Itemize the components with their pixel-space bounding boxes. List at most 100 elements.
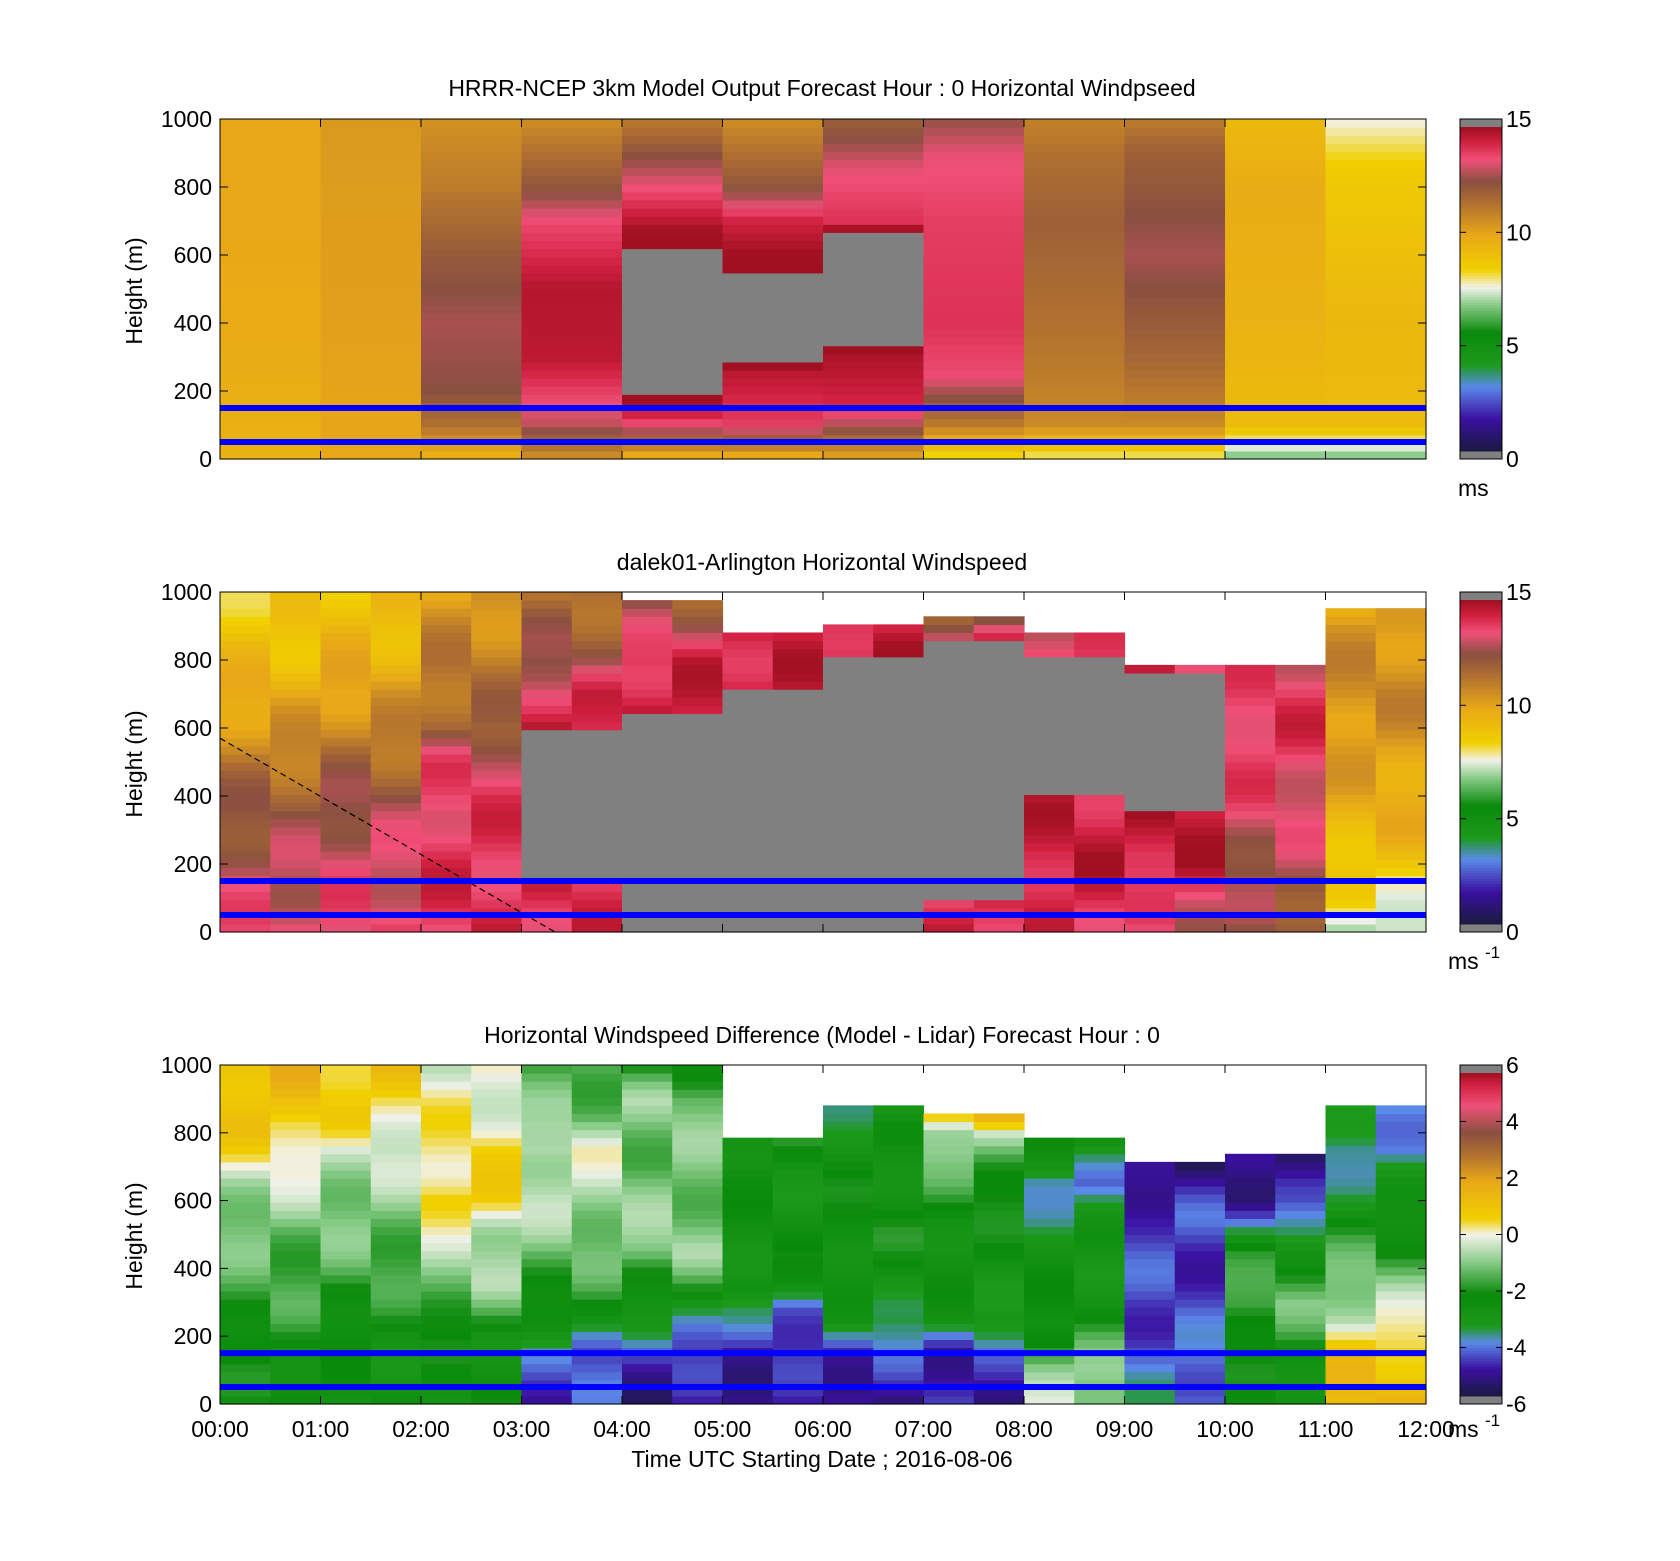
colorbar-segment <box>1460 137 1502 141</box>
heatmap-cell <box>370 1161 422 1171</box>
heatmap-cell <box>521 248 623 258</box>
heatmap-cell <box>1024 361 1126 371</box>
heatmap-cell <box>270 721 322 731</box>
heatmap-cell <box>471 1113 523 1123</box>
heatmap-cell <box>823 859 874 868</box>
heatmap-cell <box>1375 1161 1427 1171</box>
heatmap-cell <box>622 737 673 747</box>
heatmap-cell <box>1325 762 1377 771</box>
heatmap-cell <box>571 1081 623 1090</box>
heatmap-cell <box>722 648 774 658</box>
heatmap-cell <box>823 410 925 420</box>
heatmap-cell <box>1024 867 1075 876</box>
heatmap-cell <box>823 697 874 706</box>
heatmap-cell <box>1375 713 1427 723</box>
heatmap-cell <box>1124 1355 1176 1365</box>
colorbar-segment <box>1460 210 1502 214</box>
heatmap-cell <box>1325 1113 1377 1123</box>
heatmap-cell <box>1225 272 1327 282</box>
heatmap-cell <box>1074 672 1126 682</box>
heatmap-cell <box>923 1202 975 1211</box>
colorbar-segment <box>1460 1323 1502 1327</box>
heatmap-cell <box>672 762 724 771</box>
heatmap-cell <box>1325 867 1377 876</box>
heatmap-cell <box>923 232 1025 242</box>
heatmap-cell <box>421 289 523 298</box>
heatmap-cell <box>571 1218 623 1228</box>
heatmap-cell <box>471 697 523 706</box>
heatmap-cell <box>1074 1153 1126 1163</box>
heatmap-cell <box>823 770 874 779</box>
heatmap-cell <box>1024 810 1075 820</box>
heatmap-cell <box>320 818 372 828</box>
heatmap-cell <box>622 1097 673 1106</box>
heatmap-cell <box>672 1065 724 1074</box>
heatmap-cell <box>973 818 1025 828</box>
heatmap-cell <box>1375 834 1427 844</box>
heatmap-cell <box>1074 923 1126 933</box>
heatmap-cell <box>672 1307 724 1316</box>
heatmap-cell <box>823 1161 874 1171</box>
heatmap-cell <box>722 442 824 452</box>
colorbar-segment <box>1460 208 1502 212</box>
heatmap-cell <box>1024 264 1126 274</box>
heatmap-cell <box>1275 1169 1327 1179</box>
heatmap-cell <box>1225 1210 1276 1219</box>
heatmap-cell <box>521 721 573 731</box>
heatmap-cell <box>873 1210 925 1219</box>
heatmap-cell <box>672 1371 724 1381</box>
heatmap-cell <box>521 151 623 161</box>
heatmap-cell <box>1225 297 1327 306</box>
colorbar-segment <box>1460 870 1502 874</box>
heatmap-cell <box>1375 770 1427 779</box>
heatmap-cell <box>1325 175 1427 185</box>
heatmap-cell <box>421 1250 472 1260</box>
heatmap-cell <box>1325 1371 1377 1381</box>
heatmap-cell <box>1325 159 1427 169</box>
heatmap-cell <box>1225 191 1327 201</box>
colorbar-segment <box>1460 1153 1502 1157</box>
colorbar-segment <box>1460 1221 1502 1225</box>
heatmap-cell <box>421 729 472 739</box>
heatmap-cell <box>1024 321 1126 331</box>
heatmap-cell <box>1325 410 1427 420</box>
heatmap-cell <box>320 386 422 395</box>
colorbar-segment <box>1460 1137 1502 1141</box>
heatmap-cell <box>1325 1153 1377 1163</box>
heatmap-cell <box>722 923 774 933</box>
heatmap-cell <box>622 1315 673 1324</box>
heatmap-cell <box>220 135 322 144</box>
heatmap-cell <box>220 216 322 225</box>
colorbar-segment <box>1460 627 1502 631</box>
heatmap-cell <box>571 1202 623 1211</box>
heatmap-cell <box>1024 248 1126 258</box>
heatmap-cell <box>772 915 824 925</box>
colorbar-segment <box>1460 172 1502 177</box>
heatmap-cell <box>320 426 422 436</box>
colorbar-segment <box>1460 891 1502 895</box>
heatmap-cell <box>1225 770 1276 779</box>
heatmap-cell <box>1325 191 1427 201</box>
heatmap-cell <box>421 1186 472 1195</box>
heatmap-cell <box>873 1363 925 1373</box>
colorbar-segment <box>1460 432 1502 436</box>
heatmap-cell <box>1325 256 1427 266</box>
heatmap-cell <box>421 127 523 136</box>
heatmap-cell <box>772 1291 824 1300</box>
heatmap-cell <box>1124 280 1226 290</box>
heatmap-cell <box>1124 418 1226 428</box>
y-tick-label: 200 <box>174 1323 212 1349</box>
heatmap-cell <box>521 1073 573 1082</box>
colorbar-segment <box>1460 1272 1502 1276</box>
heatmap-cell <box>1124 1371 1176 1381</box>
heatmap-cell <box>722 753 774 763</box>
heatmap-cell <box>1325 264 1427 274</box>
colorbar-segment <box>1460 1307 1502 1311</box>
heatmap-cell <box>923 418 1025 428</box>
colorbar-segment <box>1460 324 1502 328</box>
heatmap-cell <box>1074 689 1126 698</box>
heatmap-cell <box>1074 745 1126 755</box>
heatmap-cell <box>1225 1169 1276 1179</box>
heatmap-cell <box>672 1274 724 1284</box>
heatmap-cell <box>320 248 422 258</box>
